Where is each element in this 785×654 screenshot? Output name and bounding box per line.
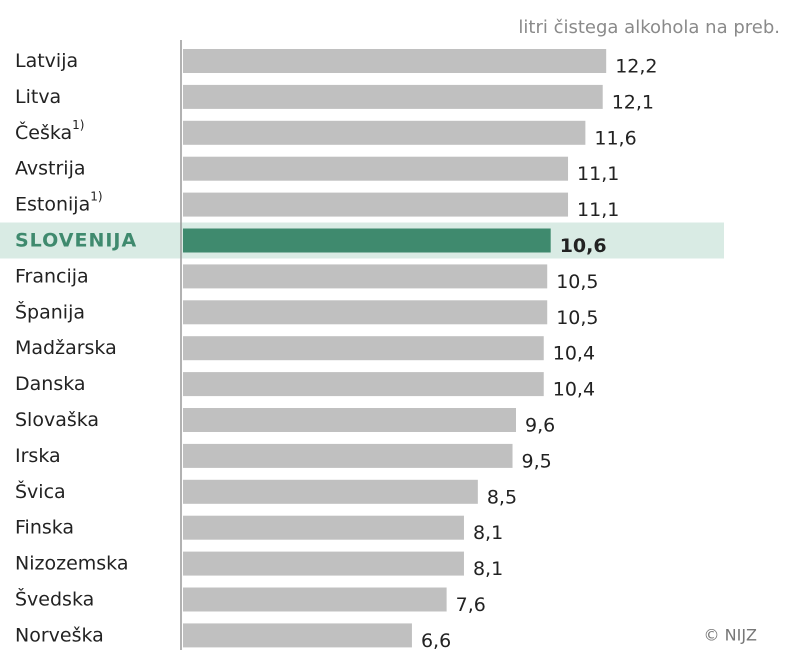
bar xyxy=(183,192,569,217)
category-name: Estonija xyxy=(15,193,90,215)
bar xyxy=(183,443,513,468)
category-name: Irska xyxy=(15,444,61,466)
category-label: Irska xyxy=(15,444,61,466)
bar xyxy=(183,156,569,181)
category-label: Norveška xyxy=(15,624,104,646)
category-name: Danska xyxy=(15,373,86,395)
category-label: Estonija1) xyxy=(15,189,103,215)
bar xyxy=(183,623,412,648)
bar xyxy=(183,49,607,73)
category-label: Švica xyxy=(15,478,66,502)
value-label: 7,6 xyxy=(456,594,486,616)
category-label: Avstrija xyxy=(15,157,86,179)
bar xyxy=(183,551,464,576)
category-name: Švedska xyxy=(15,586,94,610)
value-label: 10,6 xyxy=(560,235,607,257)
category-label: SLOVENIJA xyxy=(15,229,137,251)
value-label: 8,1 xyxy=(473,558,503,580)
category-name: Nizozemska xyxy=(15,552,128,574)
value-label: 10,4 xyxy=(553,379,595,401)
value-label: 8,5 xyxy=(487,486,517,508)
category-label: Češka1) xyxy=(15,117,85,143)
category-name: Slovaška xyxy=(15,409,99,431)
value-label: 12,2 xyxy=(615,56,657,78)
category-name: Švica xyxy=(15,478,66,502)
category-label: Finska xyxy=(15,516,74,538)
category-name: Latvija xyxy=(15,50,78,72)
category-label: Francija xyxy=(15,265,89,287)
category-label: Švedska xyxy=(15,586,94,610)
category-label: Nizozemska xyxy=(15,552,128,574)
category-name: Španija xyxy=(15,299,85,323)
category-label: Slovaška xyxy=(15,409,99,431)
category-name: Finska xyxy=(15,516,74,538)
footnote-mark: 1) xyxy=(72,117,84,131)
value-label: 9,5 xyxy=(522,450,552,472)
bar xyxy=(183,84,603,109)
category-name: Češka xyxy=(15,119,72,143)
category-name: Norveška xyxy=(15,624,104,646)
bar xyxy=(183,228,551,253)
value-label: 11,1 xyxy=(577,163,619,185)
value-label: 10,4 xyxy=(553,343,595,365)
bar xyxy=(183,336,544,361)
value-label: 11,6 xyxy=(594,127,636,149)
bar xyxy=(183,408,516,432)
bar xyxy=(183,479,478,504)
bar xyxy=(183,587,447,612)
bar xyxy=(183,264,548,289)
bar xyxy=(183,372,544,397)
value-label: 11,1 xyxy=(577,199,619,221)
value-label: 10,5 xyxy=(556,271,598,293)
bar xyxy=(183,515,464,540)
value-label: 8,1 xyxy=(473,522,503,544)
category-name: Litva xyxy=(15,85,61,107)
category-label: Madžarska xyxy=(15,337,117,359)
category-name: Madžarska xyxy=(15,337,117,359)
value-label: 10,5 xyxy=(556,307,598,329)
category-name: SLOVENIJA xyxy=(15,229,137,251)
category-label: Danska xyxy=(15,373,86,395)
category-label: Litva xyxy=(15,85,61,107)
category-label: Latvija xyxy=(15,50,78,72)
source: © NIJZ xyxy=(704,626,757,645)
value-label: 12,1 xyxy=(612,91,654,113)
category-label: Španija xyxy=(15,299,85,323)
bar xyxy=(183,120,586,145)
category-name: Avstrija xyxy=(15,157,86,179)
unit-label: litri čistega alkohola na preb. xyxy=(518,17,780,38)
bar xyxy=(183,300,548,325)
value-label: 6,6 xyxy=(421,630,451,650)
value-label: 9,6 xyxy=(525,415,555,437)
category-name: Francija xyxy=(15,265,89,287)
footnote-mark: 1) xyxy=(90,189,102,203)
